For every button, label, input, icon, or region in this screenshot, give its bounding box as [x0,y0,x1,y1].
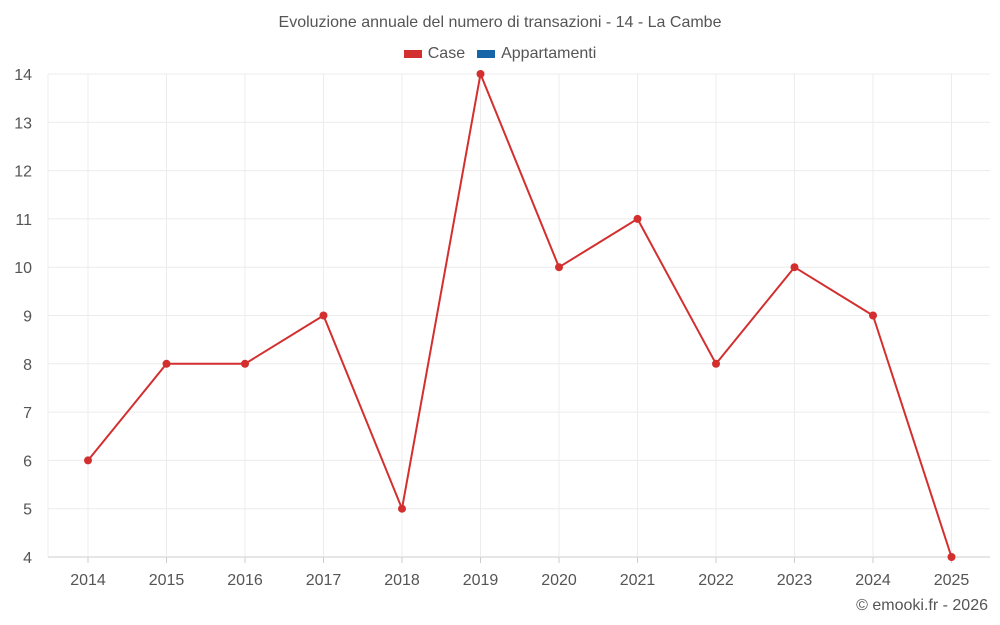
data-point-case-2014 [84,456,92,465]
copyright-credit: © emooki.fr - 2026 [856,597,988,614]
x-tick-label-2021: 2021 [620,572,656,589]
x-tick-label-2016: 2016 [227,572,263,589]
y-tick-label-6: 6 [23,453,32,470]
data-point-case-2018 [398,504,406,513]
legend-item-case[interactable]: Case [403,45,466,63]
data-point-case-2025 [947,553,956,561]
x-tick-label-2018: 2018 [384,572,420,589]
data-point-case-2023 [790,263,799,272]
data-point-case-2021 [633,214,642,223]
x-tick-label-2025: 2025 [934,572,970,589]
data-point-case-2016 [241,359,249,368]
legend-label-appartamenti: Appartamenti [501,45,597,62]
y-tick-label-11: 11 [15,212,32,229]
data-point-case-2020 [555,263,563,272]
data-point-case-2019 [476,70,485,78]
y-tick-label-7: 7 [23,405,32,422]
data-point-case-2022 [712,359,720,368]
y-tick-label-14: 14 [14,67,32,84]
series-line-case [87,73,953,558]
x-tick-label-2015: 2015 [149,572,185,589]
y-tick-label-12: 12 [14,164,32,181]
data-point-case-2024 [869,311,877,320]
x-tick-label-2024: 2024 [855,572,891,589]
legend-item-appartamenti[interactable]: Appartamenti [477,45,596,63]
y-tick-label-9: 9 [23,309,32,326]
chart-legend: Case Appartamenti [0,45,1000,63]
legend-swatch-case [403,50,422,58]
y-tick-label-8: 8 [23,357,32,374]
y-tick-label-5: 5 [23,502,32,519]
x-tick-label-2023: 2023 [777,572,813,589]
y-tick-label-4: 4 [23,550,32,567]
data-point-case-2017 [319,311,328,320]
data-point-case-2015 [162,359,171,368]
legend-label-case: Case [427,45,466,62]
y-tick-label-10: 10 [14,260,32,277]
legend-swatch-appartamenti [477,50,496,58]
x-tick-label-2019: 2019 [463,572,499,589]
chart-title: Evoluzione annuale del numero di transaz… [278,14,722,31]
x-tick-label-2014: 2014 [70,572,106,589]
y-tick-label-13: 13 [14,115,32,132]
x-tick-label-2017: 2017 [306,572,342,589]
x-tick-label-2020: 2020 [541,572,577,589]
x-tick-label-2022: 2022 [698,572,734,589]
